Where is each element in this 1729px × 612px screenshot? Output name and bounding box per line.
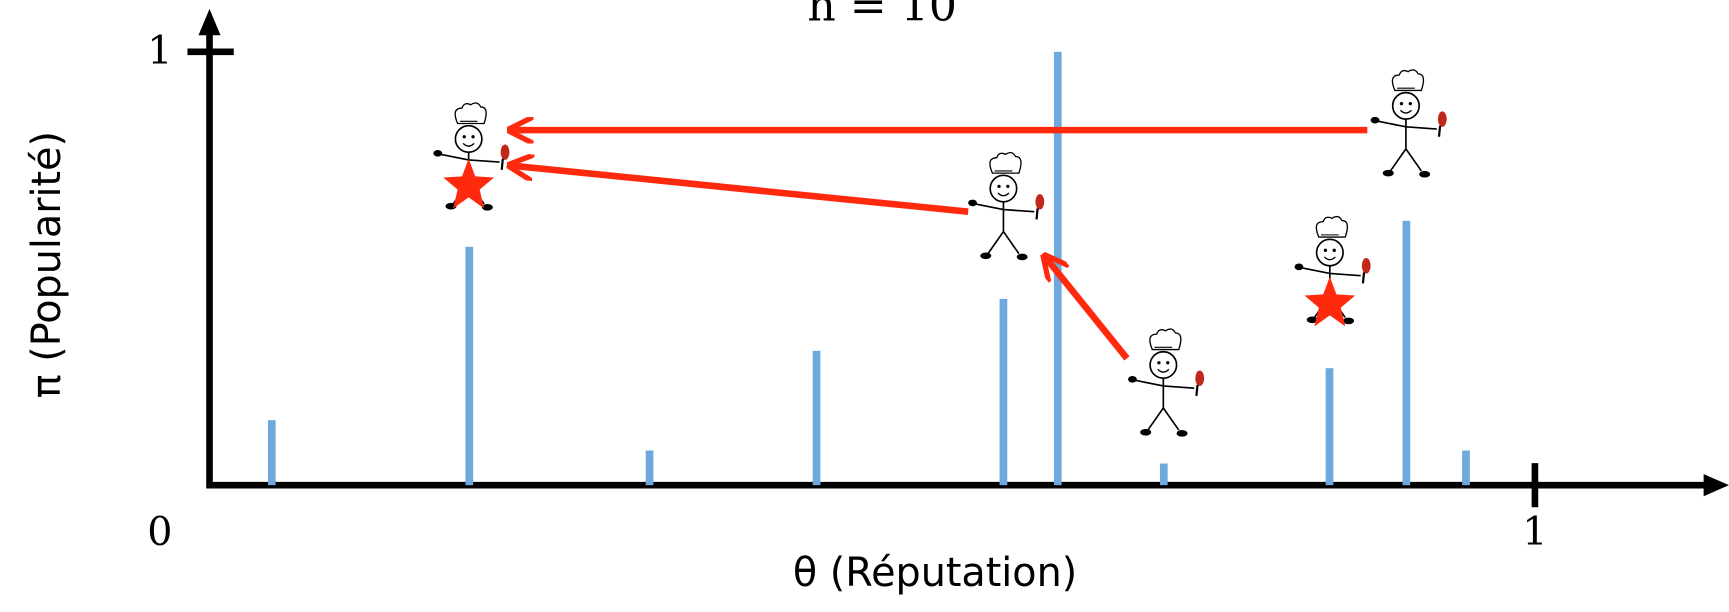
chef — [968, 153, 1044, 261]
y-tick-label: 1 — [147, 28, 172, 74]
star — [443, 159, 494, 209]
bar — [1326, 368, 1334, 485]
bar — [813, 351, 821, 485]
x-axis-label: θ (Réputation) — [793, 550, 1077, 596]
bar — [1160, 464, 1168, 486]
x-tick-label: 0 — [147, 509, 172, 555]
x-axis-arrow — [1704, 474, 1729, 496]
chart: n = 10 θ (Réputation) π (Popularité) 0 1 1 — [0, 0, 1729, 612]
bar — [1000, 299, 1008, 485]
bars — [268, 52, 1470, 485]
arrow — [509, 165, 968, 211]
bar — [1462, 451, 1470, 486]
bar — [465, 247, 473, 485]
y-axis-arrow — [198, 9, 220, 35]
chef — [1128, 329, 1204, 437]
decorations — [433, 70, 1446, 437]
y-axis-label: π (Popularité) — [24, 131, 70, 398]
chart-title: n = 10 — [807, 0, 956, 31]
bar — [1403, 221, 1411, 485]
axes — [198, 9, 1729, 496]
bar — [646, 451, 654, 486]
x-tick-label: 1 — [1522, 509, 1547, 555]
chef — [1371, 70, 1447, 178]
bar — [268, 420, 276, 485]
